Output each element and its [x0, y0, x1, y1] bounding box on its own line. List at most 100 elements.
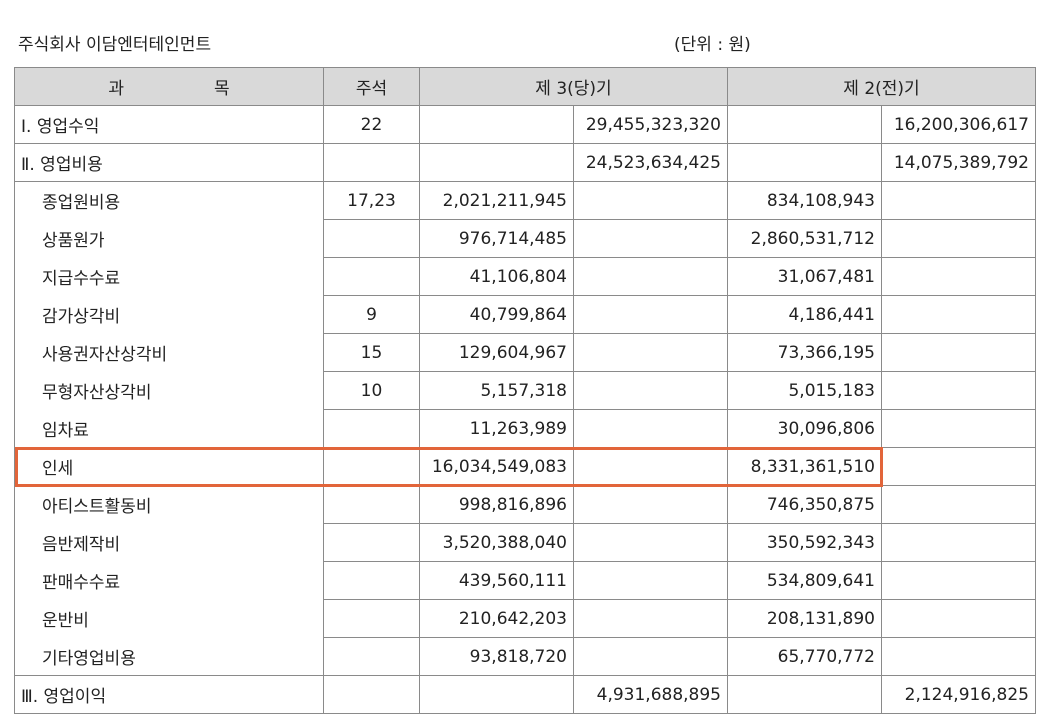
row-current-total [573, 409, 728, 448]
row-note: 10 [323, 371, 420, 410]
row-prior-total [881, 181, 1036, 220]
row-prior-total: 14,075,389,792 [881, 143, 1036, 182]
table-row: Ⅲ. 영업이익 4,931,688,895 2,124,916,825 [14, 675, 1036, 714]
table-row: Ⅰ. 영업수익 22 29,455,323,320 16,200,306,617 [14, 105, 1036, 144]
table-row: 음반제작비 3,520,388,040 350,592,343 [14, 523, 1036, 562]
row-subject: Ⅱ. 영업비용 [14, 143, 324, 182]
row-prior-total [881, 561, 1036, 600]
row-prior-detail: 73,366,195 [727, 333, 882, 372]
row-note: 22 [323, 105, 420, 144]
row-prior-detail: 5,015,183 [727, 371, 882, 410]
row-prior-detail: 534,809,641 [727, 561, 882, 600]
row-prior-detail: 8,331,361,510 [727, 447, 882, 486]
row-current-detail: 41,106,804 [419, 257, 574, 296]
row-current-total [573, 295, 728, 334]
row-prior-detail: 208,131,890 [727, 599, 882, 638]
row-prior-total: 2,124,916,825 [881, 675, 1036, 714]
row-subject: 무형자산상각비 [14, 371, 324, 410]
row-prior-total [881, 447, 1036, 486]
row-note [323, 257, 420, 296]
row-prior-total [881, 637, 1036, 676]
table-row: 아티스트활동비 998,816,896 746,350,875 [14, 485, 1036, 524]
unit-label: (단위 : 원) [674, 35, 751, 55]
row-subject: 상품원가 [14, 219, 324, 258]
row-prior-detail [727, 105, 882, 144]
row-current-detail [419, 105, 574, 144]
row-current-detail: 976,714,485 [419, 219, 574, 258]
table-row: 상품원가 976,714,485 2,860,531,712 [14, 219, 1036, 258]
table-row: 종업원비용 17,23 2,021,211,945 834,108,943 [14, 181, 1036, 220]
row-current-detail: 210,642,203 [419, 599, 574, 638]
table-row: 판매수수료 439,560,111 534,809,641 [14, 561, 1036, 600]
header-current-period: 제 3(당)기 [419, 67, 728, 106]
table-row: 무형자산상각비 10 5,157,318 5,015,183 [14, 371, 1036, 410]
table-body: Ⅰ. 영업수익 22 29,455,323,320 16,200,306,617 Ⅱ. … [14, 105, 1036, 714]
row-subject: Ⅰ. 영업수익 [14, 105, 324, 144]
row-current-total [573, 181, 728, 220]
row-subject: Ⅲ. 영업이익 [14, 675, 324, 714]
row-subject: 사용권자산상각비 [14, 333, 324, 372]
row-subject: 지급수수료 [14, 257, 324, 296]
row-current-detail [419, 143, 574, 182]
row-prior-total [881, 371, 1036, 410]
row-subject: 종업원비용 [14, 181, 324, 220]
row-note [323, 675, 420, 714]
row-current-detail: 3,520,388,040 [419, 523, 574, 562]
row-prior-detail: 30,096,806 [727, 409, 882, 448]
row-current-total [573, 637, 728, 676]
row-note: 15 [323, 333, 420, 372]
row-prior-detail [727, 675, 882, 714]
row-current-detail: 16,034,549,083 [419, 447, 574, 486]
row-current-total [573, 485, 728, 524]
row-prior-detail: 4,186,441 [727, 295, 882, 334]
row-note [323, 409, 420, 448]
document-header: 주식회사 이담엔터테인먼트 (단위 : 원) [18, 28, 1028, 56]
table-row: Ⅱ. 영업비용 24,523,634,425 14,075,389,792 [14, 143, 1036, 182]
header-prior-period: 제 2(전)기 [727, 67, 1036, 106]
row-current-detail: 5,157,318 [419, 371, 574, 410]
row-current-total [573, 333, 728, 372]
row-note [323, 447, 420, 486]
row-current-total [573, 371, 728, 410]
row-prior-total: 16,200,306,617 [881, 105, 1036, 144]
row-subject: 기타영업비용 [14, 637, 324, 676]
row-subject: 인세 [14, 447, 324, 486]
row-subject: 운반비 [14, 599, 324, 638]
row-prior-detail: 834,108,943 [727, 181, 882, 220]
row-current-detail: 439,560,111 [419, 561, 574, 600]
row-current-total [573, 561, 728, 600]
row-note [323, 219, 420, 258]
table-row: 감가상각비 9 40,799,864 4,186,441 [14, 295, 1036, 334]
table-row: 지급수수료 41,106,804 31,067,481 [14, 257, 1036, 296]
row-prior-detail: 746,350,875 [727, 485, 882, 524]
row-prior-total [881, 523, 1036, 562]
row-current-detail: 129,604,967 [419, 333, 574, 372]
row-prior-detail: 65,770,772 [727, 637, 882, 676]
row-current-detail: 40,799,864 [419, 295, 574, 334]
row-current-detail: 11,263,989 [419, 409, 574, 448]
row-prior-total [881, 485, 1036, 524]
row-current-total: 4,931,688,895 [573, 675, 728, 714]
row-subject: 임차료 [14, 409, 324, 448]
row-note: 9 [323, 295, 420, 334]
row-note [323, 561, 420, 600]
table-row: 운반비 210,642,203 208,131,890 [14, 599, 1036, 638]
row-current-detail: 93,818,720 [419, 637, 574, 676]
row-current-total [573, 257, 728, 296]
row-note [323, 637, 420, 676]
row-current-total: 24,523,634,425 [573, 143, 728, 182]
row-current-detail: 2,021,211,945 [419, 181, 574, 220]
row-prior-total [881, 409, 1036, 448]
row-note [323, 143, 420, 182]
header-note: 주석 [323, 67, 420, 106]
row-prior-total [881, 295, 1036, 334]
table-row: 인세 16,034,549,083 8,331,361,510 [14, 447, 1036, 486]
row-prior-total [881, 257, 1036, 296]
row-current-total [573, 599, 728, 638]
row-subject: 판매수수료 [14, 561, 324, 600]
row-current-total: 29,455,323,320 [573, 105, 728, 144]
row-subject: 음반제작비 [14, 523, 324, 562]
